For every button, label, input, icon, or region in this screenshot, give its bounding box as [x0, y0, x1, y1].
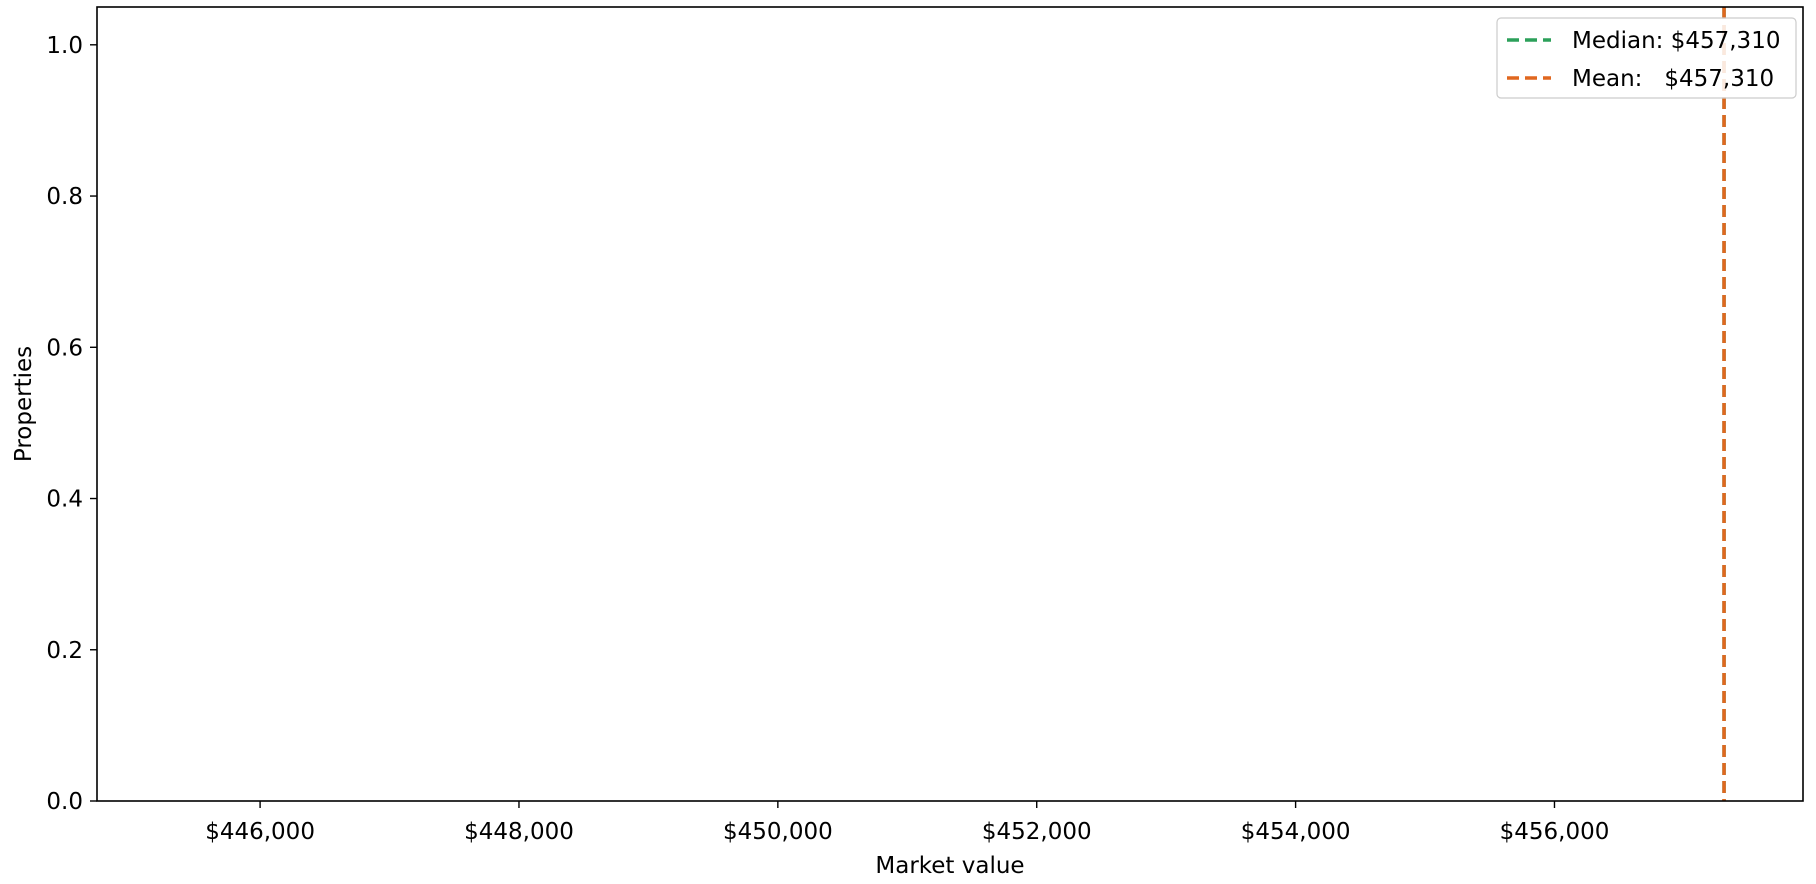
- x-tick-label: $450,000: [723, 819, 833, 845]
- y-tick-label: 0.0: [46, 789, 83, 815]
- legend: Median: $457,310 Mean: $457,310: [1496, 17, 1797, 99]
- x-axis-title: Market value: [875, 853, 1024, 879]
- x-tick-label: $456,000: [1500, 819, 1610, 845]
- y-tick-label: 0.4: [46, 487, 83, 513]
- legend-box: [1496, 17, 1797, 99]
- x-axis: $446,000 $448,000 $450,000 $452,000 $454,000…: [205, 801, 1609, 845]
- y-tick-label: 0.6: [46, 335, 83, 361]
- x-tick-label: $446,000: [205, 819, 315, 845]
- x-tick-label: $452,000: [982, 819, 1092, 845]
- legend-median-label: Median: $457,310: [1572, 28, 1780, 54]
- axes-frame: [96, 6, 1804, 802]
- y-axis-title: Properties: [11, 346, 37, 462]
- x-tick-label: $448,000: [464, 819, 574, 845]
- y-tick-label: 0.8: [46, 184, 83, 210]
- x-tick-label: $454,000: [1241, 819, 1351, 845]
- y-tick-label: 1.0: [46, 33, 83, 59]
- y-tick-label: 0.2: [46, 638, 83, 664]
- y-axis: 0.0 0.2 0.4 0.6 0.8 1.0: [46, 33, 97, 815]
- legend-mean-label: Mean: $457,310: [1572, 66, 1774, 92]
